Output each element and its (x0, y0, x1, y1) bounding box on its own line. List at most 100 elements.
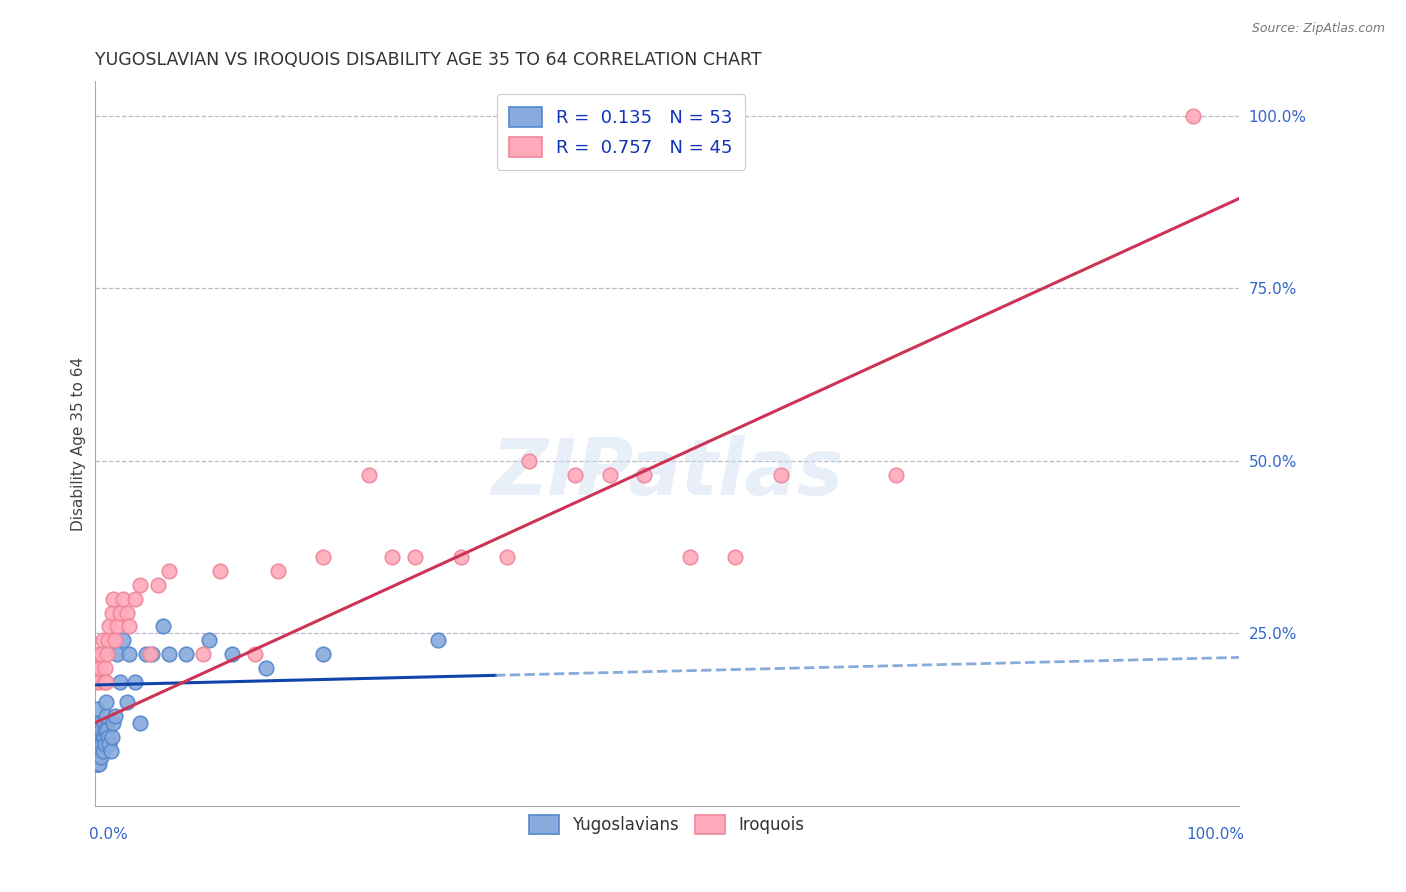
Legend: Yugoslavians, Iroquois: Yugoslavians, Iroquois (522, 808, 811, 841)
Point (89, 743, 111, 757)
Text: YUGOSLAVIAN VS IROQUOIS DISABILITY AGE 35 TO 64 CORRELATION CHART: YUGOSLAVIAN VS IROQUOIS DISABILITY AGE 3… (94, 51, 761, 69)
Point (91, 730, 114, 744)
Text: 100.0%: 100.0% (1187, 828, 1244, 842)
Point (124, 591, 146, 606)
Point (93, 730, 115, 744)
Point (84, 730, 107, 744)
Point (100, 606, 122, 620)
Point (115, 606, 138, 620)
Point (359, 467, 381, 482)
Point (87, 723, 110, 737)
Point (86, 715, 108, 730)
Point (884, 467, 907, 482)
Point (100, 743, 122, 757)
Point (101, 591, 124, 606)
Point (404, 550, 426, 565)
Point (90, 737, 112, 751)
Point (94, 709, 117, 723)
Point (107, 647, 129, 661)
Point (100, 730, 122, 744)
Point (87, 743, 110, 757)
Point (146, 578, 169, 592)
Point (89, 674, 111, 689)
Point (84, 674, 107, 689)
Point (112, 633, 135, 648)
Point (107, 619, 129, 633)
Point (91, 633, 114, 648)
Point (381, 550, 404, 565)
Point (118, 619, 141, 633)
Point (157, 564, 180, 578)
Point (86, 757, 108, 772)
Point (129, 578, 152, 592)
Point (84, 743, 107, 757)
Point (129, 715, 152, 730)
Point (633, 467, 655, 482)
Point (90, 750, 112, 764)
Point (98, 619, 121, 633)
Point (101, 715, 124, 730)
Point (450, 550, 472, 565)
Point (96, 647, 118, 661)
Point (312, 647, 335, 661)
Point (97, 633, 120, 648)
Point (724, 550, 747, 565)
Point (94, 737, 117, 751)
Point (86, 661, 108, 675)
Point (94, 723, 117, 737)
Point (198, 633, 221, 648)
Point (97, 730, 120, 744)
Point (89, 730, 111, 744)
Point (89, 743, 111, 757)
Point (152, 619, 174, 633)
Text: Source: ZipAtlas.com: Source: ZipAtlas.com (1251, 22, 1385, 36)
Point (87, 737, 110, 751)
Point (93, 674, 115, 689)
Point (209, 564, 232, 578)
Point (108, 606, 131, 620)
Point (89, 715, 111, 730)
Point (115, 695, 138, 709)
Point (426, 633, 449, 648)
Point (94, 695, 117, 709)
Point (124, 674, 146, 689)
Point (104, 709, 127, 723)
Point (98, 737, 121, 751)
Point (94, 661, 117, 675)
Point (90, 723, 112, 737)
Point (86, 743, 108, 757)
Point (312, 550, 335, 565)
Point (108, 674, 131, 689)
Point (1182, 109, 1205, 123)
Point (564, 467, 586, 482)
Point (112, 591, 135, 606)
Point (243, 647, 266, 661)
Y-axis label: Disability Age 35 to 64: Disability Age 35 to 64 (72, 357, 86, 531)
Point (87, 647, 110, 661)
Point (89, 757, 111, 772)
Point (84, 757, 107, 772)
Point (174, 647, 197, 661)
Point (495, 550, 517, 565)
Point (87, 757, 110, 772)
Point (599, 467, 621, 482)
Point (254, 661, 277, 675)
Point (94, 674, 117, 689)
Point (770, 467, 793, 482)
Text: 0.0%: 0.0% (89, 828, 128, 842)
Point (519, 454, 541, 468)
Point (193, 647, 215, 661)
Point (141, 647, 163, 661)
Point (157, 647, 180, 661)
Point (138, 647, 160, 661)
Point (89, 730, 111, 744)
Point (91, 743, 114, 757)
Point (86, 702, 108, 716)
Point (90, 647, 112, 661)
Point (118, 647, 141, 661)
Point (221, 647, 243, 661)
Point (86, 730, 108, 744)
Text: ZIPatlas: ZIPatlas (491, 434, 842, 510)
Point (104, 633, 127, 648)
Point (678, 550, 700, 565)
